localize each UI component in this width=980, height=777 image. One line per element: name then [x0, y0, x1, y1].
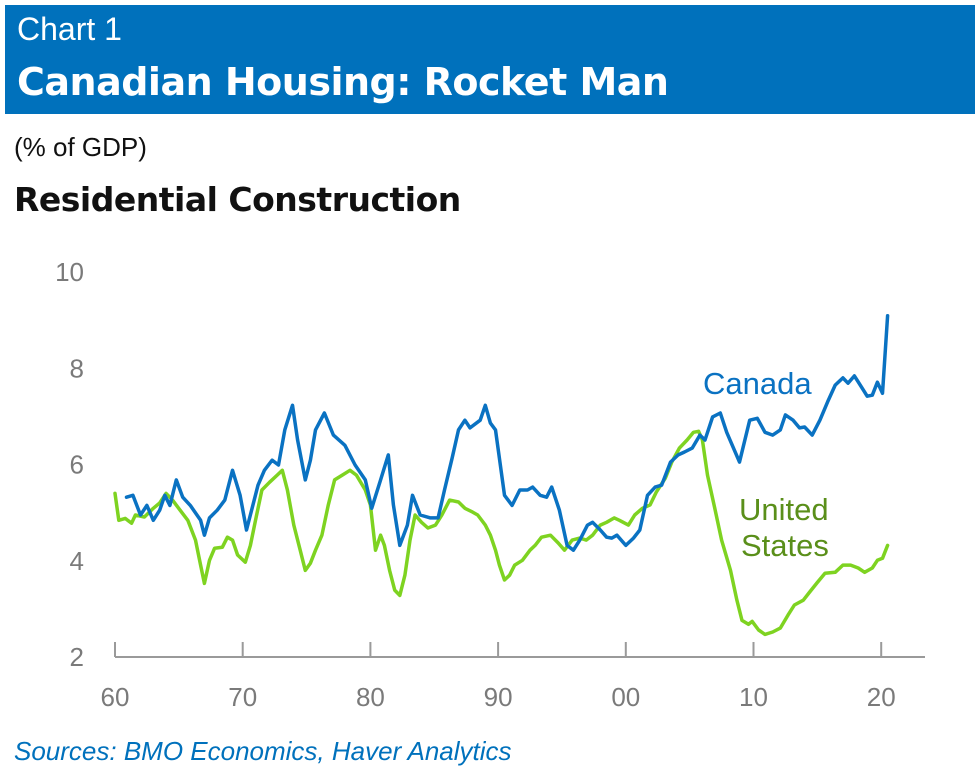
- x-tick-label: 10: [739, 682, 768, 712]
- x-tick-label: 80: [356, 682, 385, 712]
- x-tick-label: 70: [228, 682, 257, 712]
- chart-header: Chart 1 Canadian Housing: Rocket Man: [5, 5, 975, 114]
- series-label-united-states: States: [741, 528, 829, 563]
- x-tick-label: 00: [611, 682, 640, 712]
- y-tick-label: 10: [55, 257, 84, 287]
- series-line-canada: [124, 314, 890, 552]
- chart-title: Canadian Housing: Rocket Man: [17, 60, 669, 104]
- x-tick-label: 20: [867, 682, 896, 712]
- chart-number: Chart 1: [17, 11, 122, 47]
- y-axis-unit: (% of GDP): [14, 132, 147, 162]
- series-label-united-states: United: [739, 492, 829, 527]
- source-note: Sources: BMO Economics, Haver Analytics: [14, 736, 512, 766]
- x-tick-label: 90: [484, 682, 513, 712]
- chart-subtitle: Residential Construction: [14, 180, 461, 219]
- series-line-united-states: [113, 429, 890, 637]
- y-tick-label: 4: [70, 546, 84, 576]
- x-tick-label: 60: [101, 682, 130, 712]
- y-tick-label: 6: [70, 450, 84, 480]
- y-tick-label: 2: [70, 642, 84, 672]
- series-label-canada: Canada: [703, 366, 812, 401]
- y-tick-label: 8: [70, 353, 84, 383]
